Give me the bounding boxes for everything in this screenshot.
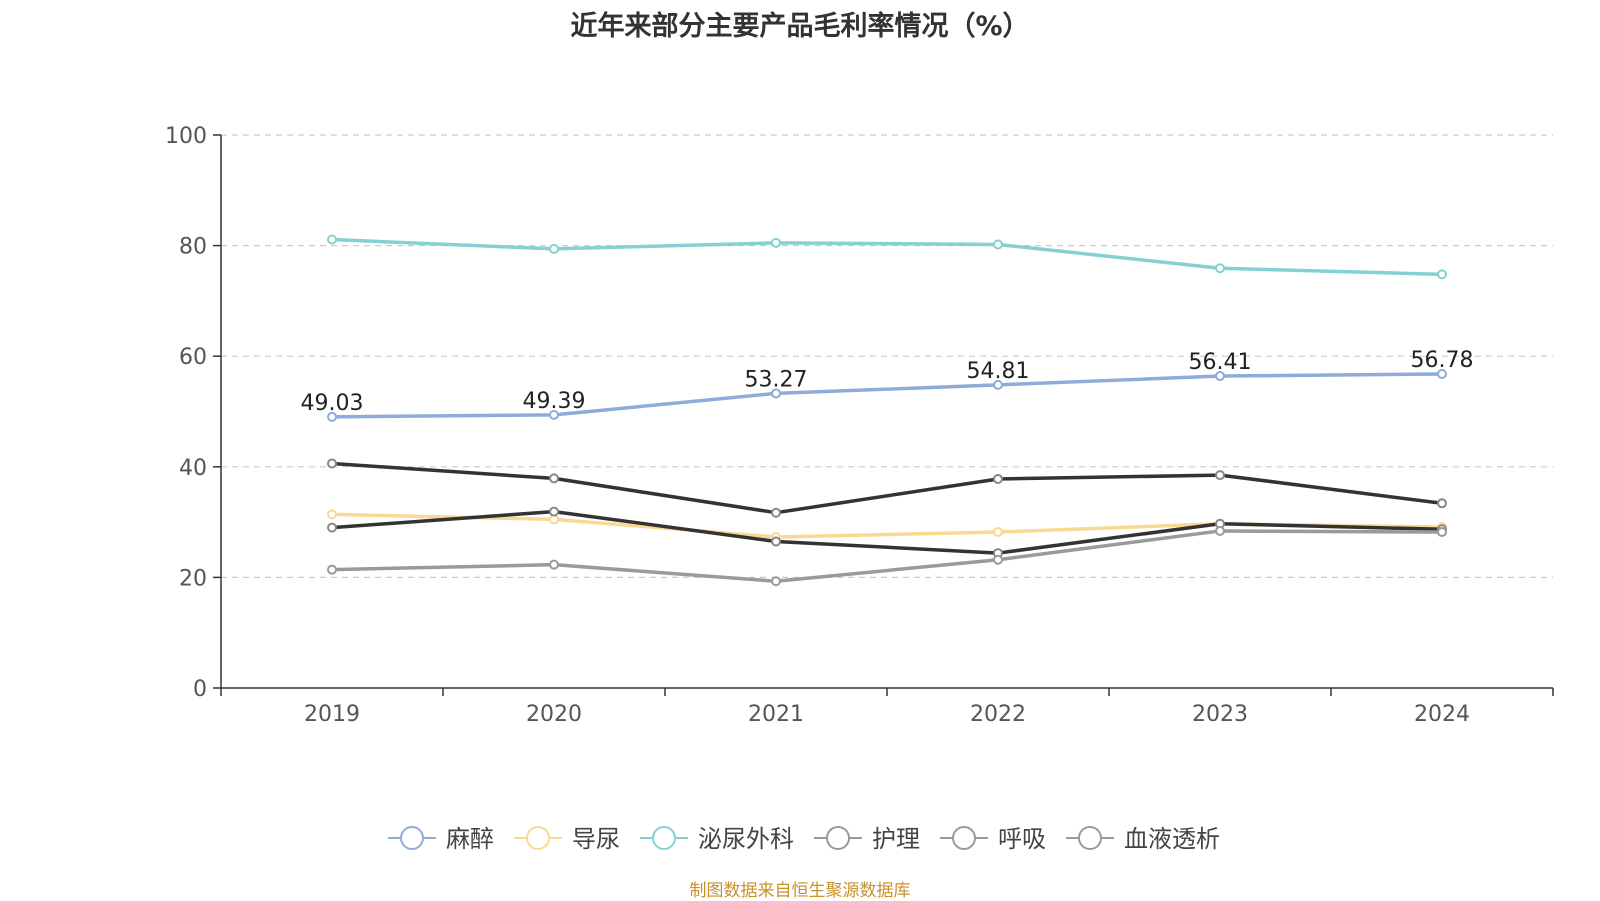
y-tick-label: 20: [179, 566, 207, 591]
y-tick-label: 80: [179, 235, 207, 260]
data-label: 49.39: [523, 389, 586, 414]
x-tick-label: 2023: [1192, 702, 1248, 727]
data-point: [1437, 527, 1447, 538]
source-note: 制图数据来自恒生聚源数据库: [689, 881, 911, 901]
series-line: [331, 461, 1443, 515]
data-point: [327, 564, 337, 575]
legend-label: 泌尿外科: [698, 825, 794, 853]
data-point: [1215, 525, 1225, 536]
data-point: [549, 559, 559, 570]
legend-label: 血液透析: [1124, 825, 1220, 853]
legend-item[interactable]: 导尿: [514, 825, 620, 853]
legend: 麻醉 导尿 泌尿外科 护理 呼吸 血液透析: [388, 825, 1220, 853]
legend-label: 护理: [872, 825, 920, 853]
legend-marker-icon: [826, 826, 850, 850]
y-tick-label: 60: [179, 345, 207, 370]
data-point: [771, 237, 781, 248]
data-point: [327, 411, 337, 422]
legend-marker-icon: [952, 826, 976, 850]
series-lines: [327, 234, 1447, 587]
x-tick-label: 2019: [304, 702, 360, 727]
data-label: 56.78: [1411, 348, 1474, 373]
data-point: [771, 388, 781, 399]
series-line: [331, 237, 1443, 277]
grid-lines: [221, 134, 1553, 579]
data-point: [549, 409, 559, 420]
legend-item[interactable]: 泌尿外科: [640, 825, 794, 853]
data-point: [549, 243, 559, 254]
data-point: [993, 239, 1003, 250]
legend-label: 呼吸: [998, 825, 1046, 853]
legend-item[interactable]: 呼吸: [940, 825, 1046, 853]
legend-label: 麻醉: [446, 825, 494, 853]
legend-marker-icon: [652, 826, 676, 850]
legend-label: 导尿: [572, 825, 620, 853]
data-point: [771, 536, 781, 547]
legend-item[interactable]: 护理: [814, 825, 920, 853]
data-point: [1215, 470, 1225, 481]
x-tick-label: 2021: [748, 702, 804, 727]
x-tick-label: 2024: [1414, 702, 1470, 727]
data-point: [993, 379, 1003, 390]
legend-marker-icon: [400, 826, 424, 850]
legend-item[interactable]: 血液透析: [1066, 825, 1220, 853]
data-point: [1215, 263, 1225, 274]
legend-marker-icon: [526, 826, 550, 850]
data-point: [327, 234, 337, 245]
data-label: 54.81: [967, 359, 1030, 384]
data-point: [327, 522, 337, 533]
series-line: [331, 372, 1443, 419]
x-tick-label: 2020: [526, 702, 582, 727]
data-labels: 49.03 49.39 53.27 54.81 56.41 56.78: [301, 348, 1474, 416]
series-line: [331, 529, 1443, 584]
data-point: [1215, 371, 1225, 382]
chart-title: 近年来部分主要产品毛利率情况（%）: [570, 11, 1030, 42]
data-point: [549, 506, 559, 517]
y-tick-label: 100: [165, 124, 207, 149]
y-tick-label: 40: [179, 456, 207, 481]
data-point: [1437, 498, 1447, 509]
axes: 0 20 40 60 80 100 2019 2020 2021 2022 2023 2024: [165, 124, 1554, 727]
data-point: [771, 576, 781, 587]
data-point: [549, 473, 559, 484]
legend-item[interactable]: 麻醉: [388, 825, 494, 853]
data-point: [327, 458, 337, 469]
x-tick-label: 2022: [970, 702, 1026, 727]
data-label: 49.03: [301, 391, 364, 416]
data-point: [993, 527, 1003, 538]
data-point: [1437, 269, 1447, 280]
data-label: 53.27: [745, 367, 808, 392]
data-point: [1437, 369, 1447, 380]
data-point: [771, 507, 781, 518]
data-point: [993, 554, 1003, 565]
data-point: [327, 509, 337, 520]
data-point: [993, 473, 1003, 484]
y-tick-label: 0: [193, 677, 207, 702]
legend-marker-icon: [1078, 826, 1102, 850]
series-line: [331, 509, 1443, 555]
data-label: 56.41: [1189, 350, 1252, 375]
